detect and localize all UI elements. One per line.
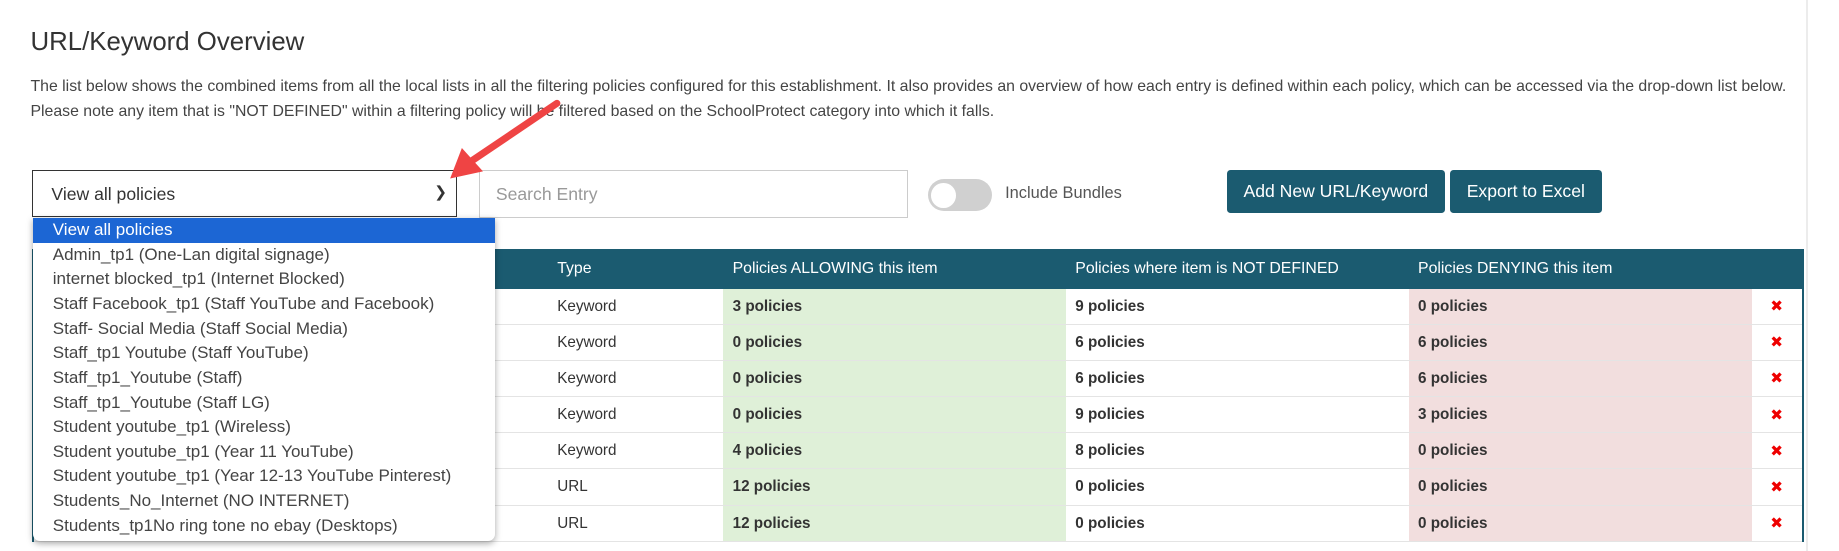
type-cell: Keyword <box>547 396 724 434</box>
not-defined-cell: 0 policies <box>1065 468 1409 506</box>
page-description: The list below shows the combined items … <box>30 78 1787 120</box>
denying-cell: 3 policies <box>1408 396 1752 434</box>
dropdown-option[interactable]: Student youtube_tp1 (Wireless) <box>52 417 291 437</box>
delete-icon[interactable]: ✖ <box>1751 396 1803 434</box>
allowing-cell: 0 policies <box>723 324 1066 361</box>
not-defined-cell: 9 policies <box>1065 288 1409 325</box>
include-bundles-label: Include Bundles <box>1005 184 1122 203</box>
export-excel-button[interactable]: Export to Excel <box>1449 170 1603 214</box>
dropdown-option[interactable]: Student youtube_tp1 (Year 12-13 YouTube … <box>52 466 452 486</box>
delete-icon[interactable]: ✖ <box>1751 432 1803 470</box>
column-header[interactable] <box>1751 248 1803 289</box>
column-header[interactable]: Policies where item is NOT DEFINED <box>1065 248 1409 289</box>
policy-select[interactable]: View all policies ❯ <box>31 170 458 217</box>
denying-cell: 0 policies <box>1408 432 1752 470</box>
type-cell: Keyword <box>547 288 724 325</box>
delete-icon[interactable]: ✖ <box>1751 324 1803 361</box>
denying-cell: 0 policies <box>1408 288 1752 325</box>
dropdown-option[interactable]: Staff Facebook_tp1 (Staff YouTube and Fa… <box>52 294 435 314</box>
column-header[interactable]: Type <box>547 248 724 289</box>
delete-icon[interactable]: ✖ <box>1751 468 1803 506</box>
dropdown-option[interactable]: Staff_tp1_Youtube (Staff) <box>52 367 243 387</box>
allowing-cell: 0 policies <box>723 396 1066 434</box>
scrollbar-track[interactable] <box>1806 0 1809 551</box>
include-bundles-toggle[interactable] <box>927 179 993 212</box>
delete-icon[interactable]: ✖ <box>1751 288 1803 325</box>
not-defined-cell: 6 policies <box>1065 360 1409 398</box>
not-defined-cell: 6 policies <box>1065 324 1409 361</box>
dropdown-option[interactable]: Admin_tp1 (One-Lan digital signage) <box>52 244 330 264</box>
dropdown-option[interactable]: View all policies <box>32 218 495 243</box>
column-header[interactable]: Policies ALLOWING this item <box>723 248 1066 289</box>
dropdown-option[interactable]: Staff- Social Media (Staff Social Media) <box>52 318 348 338</box>
type-cell: Keyword <box>547 324 724 361</box>
allowing-cell: 4 policies <box>723 432 1066 470</box>
dropdown-option[interactable]: Student youtube_tp1 (Year 11 YouTube) <box>52 441 354 461</box>
delete-icon[interactable]: ✖ <box>1751 505 1803 542</box>
column-header[interactable]: Policies DENYING this item <box>1408 248 1752 289</box>
type-cell: URL <box>547 505 724 542</box>
denying-cell: 0 policies <box>1408 468 1752 506</box>
allowing-cell: 12 policies <box>723 505 1066 542</box>
dropdown-option[interactable]: Staff_tp1_Youtube (Staff LG) <box>52 392 270 412</box>
dropdown-option[interactable]: internet blocked_tp1 (Internet Blocked) <box>52 269 345 289</box>
type-cell: URL <box>547 468 724 506</box>
allowing-cell: 3 policies <box>723 288 1066 325</box>
not-defined-cell: 9 policies <box>1065 396 1409 434</box>
toggle-knob <box>931 182 956 208</box>
not-defined-cell: 8 policies <box>1065 432 1409 470</box>
denying-cell: 6 policies <box>1408 360 1752 398</box>
table-row[interactable]: URL 12 policies 0 policies 0 policies ✖ <box>32 468 1803 506</box>
policy-select-value: View all policies <box>51 183 176 204</box>
denying-cell: 0 policies <box>1408 505 1752 542</box>
allowing-cell: 12 policies <box>723 468 1066 506</box>
type-cell: Keyword <box>547 432 724 470</box>
add-url-keyword-button[interactable]: Add New URL/Keyword <box>1226 170 1445 214</box>
delete-icon[interactable]: ✖ <box>1751 360 1803 398</box>
dropdown-option[interactable]: Staff_tp1 Youtube (Staff YouTube) <box>52 343 309 363</box>
dropdown-option[interactable]: Students_No_Internet (NO INTERNET) <box>52 491 350 511</box>
dropdown-option[interactable]: Students_tp1No ring tone no ebay (Deskto… <box>52 515 398 535</box>
search-input[interactable] <box>478 170 908 219</box>
denying-cell: 6 policies <box>1408 324 1752 361</box>
allowing-cell: 0 policies <box>723 360 1066 398</box>
annotation-arrow-icon <box>450 99 561 179</box>
chevron-down-icon: ❯ <box>434 183 447 201</box>
page-title: URL/Keyword Overview <box>30 28 305 57</box>
policy-dropdown-list: View all policies Admin_tp1 (One-Lan digi… <box>32 218 495 541</box>
type-cell: Keyword <box>547 360 724 398</box>
not-defined-cell: 0 policies <box>1065 505 1409 542</box>
